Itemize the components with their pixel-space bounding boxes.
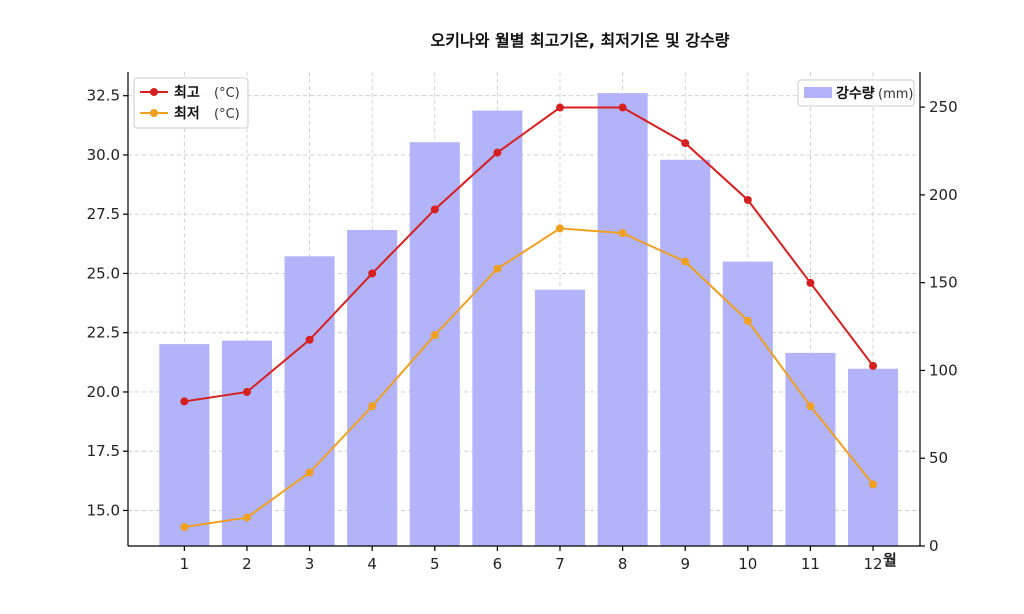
legend-temperature: 최고 (°C) 최저 (°C) bbox=[133, 77, 249, 129]
legend-precipitation: 강수량 (mm) bbox=[797, 79, 915, 107]
x-tick-label: 5 bbox=[430, 555, 440, 573]
low-temp-point bbox=[618, 229, 627, 238]
high-temp-point bbox=[618, 103, 627, 112]
low-temp-point bbox=[869, 480, 878, 489]
temperature-lines bbox=[180, 103, 878, 532]
left-tick-label: 17.5 bbox=[87, 442, 120, 460]
left-tick-label: 32.5 bbox=[87, 87, 120, 105]
precipitation-bar bbox=[409, 142, 460, 546]
legend-series-name: 최저 bbox=[174, 106, 200, 122]
precipitation-bar bbox=[660, 159, 711, 546]
precipitation-bar bbox=[722, 261, 773, 546]
right-tick-label: 0 bbox=[929, 537, 939, 555]
low-temp-point bbox=[493, 264, 502, 273]
precipitation-bar bbox=[472, 110, 523, 546]
legend-series-unit: (°C) bbox=[214, 86, 240, 101]
x-tick-label: 4 bbox=[367, 555, 377, 573]
high-temp-point bbox=[305, 335, 314, 344]
legend-frame bbox=[133, 77, 249, 129]
x-unit-label: 월 bbox=[883, 551, 897, 569]
low-temp-point bbox=[242, 513, 251, 522]
x-tick-label: 11 bbox=[801, 555, 820, 573]
left-tick-label: 15.0 bbox=[87, 501, 120, 519]
high-temp-point bbox=[180, 397, 189, 406]
low-temp-point bbox=[368, 402, 377, 411]
low-temp-point bbox=[806, 402, 815, 411]
right-tick-label: 150 bbox=[929, 274, 958, 292]
right-tick-label: 200 bbox=[929, 186, 958, 204]
legend-series-name: 최고 bbox=[174, 85, 200, 101]
precipitation-bar bbox=[597, 93, 648, 547]
left-tick-label: 25.0 bbox=[87, 264, 120, 282]
low-temp-point bbox=[430, 331, 439, 340]
x-tick-label: 2 bbox=[242, 555, 252, 573]
legend-series-unit: (°C) bbox=[214, 107, 240, 122]
precipitation-bar bbox=[534, 289, 586, 546]
low-temp-point bbox=[743, 316, 752, 325]
chart-title: 오키나와 월별 최고기온, 최저기온 및 강수량 bbox=[431, 31, 730, 50]
high-temp-point bbox=[242, 387, 251, 396]
left-tick-label: 30.0 bbox=[87, 146, 120, 164]
high-temp-point bbox=[743, 195, 752, 204]
axes: 15.017.520.022.525.027.530.032.505010015… bbox=[87, 72, 958, 573]
x-tick-label: 1 bbox=[180, 555, 190, 573]
x-tick-label: 7 bbox=[555, 555, 565, 573]
precipitation-bars bbox=[159, 93, 899, 547]
legend-bar-unit: (mm) bbox=[878, 87, 913, 102]
x-tick-label: 8 bbox=[618, 555, 628, 573]
low-temp-point bbox=[681, 257, 690, 266]
high-temp-point bbox=[806, 278, 815, 287]
left-tick-label: 27.5 bbox=[87, 205, 120, 223]
x-tick-label: 6 bbox=[493, 555, 503, 573]
high-temp-line bbox=[184, 106, 874, 403]
low-temp-point bbox=[556, 224, 564, 233]
low-temp-point bbox=[180, 523, 189, 532]
low-temp-point bbox=[305, 468, 314, 477]
x-tick-label: 10 bbox=[738, 555, 757, 573]
right-tick-label: 100 bbox=[929, 361, 958, 379]
legend-bar-name: 강수량 bbox=[836, 85, 875, 102]
x-tick-label: 12 bbox=[863, 555, 882, 573]
high-temp-point bbox=[681, 139, 690, 148]
precipitation-bar bbox=[848, 368, 899, 546]
high-temp-point bbox=[493, 148, 502, 157]
precipitation-bar bbox=[284, 256, 335, 546]
left-tick-label: 22.5 bbox=[87, 324, 120, 342]
legend-swatch-bar bbox=[804, 87, 832, 98]
high-temp-point bbox=[368, 269, 377, 278]
low-temp-line bbox=[184, 227, 874, 529]
legend-frame bbox=[797, 79, 915, 107]
high-temp-point bbox=[556, 103, 564, 112]
precipitation-bar bbox=[159, 344, 210, 546]
legend-swatch-point bbox=[150, 88, 158, 96]
x-tick-label: 9 bbox=[680, 555, 690, 573]
right-tick-label: 50 bbox=[929, 449, 948, 467]
high-temp-point bbox=[430, 205, 439, 214]
high-temp-point bbox=[869, 361, 878, 370]
x-tick-label: 3 bbox=[305, 555, 315, 573]
left-tick-label: 20.0 bbox=[87, 383, 120, 401]
right-tick-label: 250 bbox=[929, 98, 958, 116]
precipitation-bar bbox=[221, 340, 272, 546]
legend-swatch-point bbox=[150, 109, 158, 117]
